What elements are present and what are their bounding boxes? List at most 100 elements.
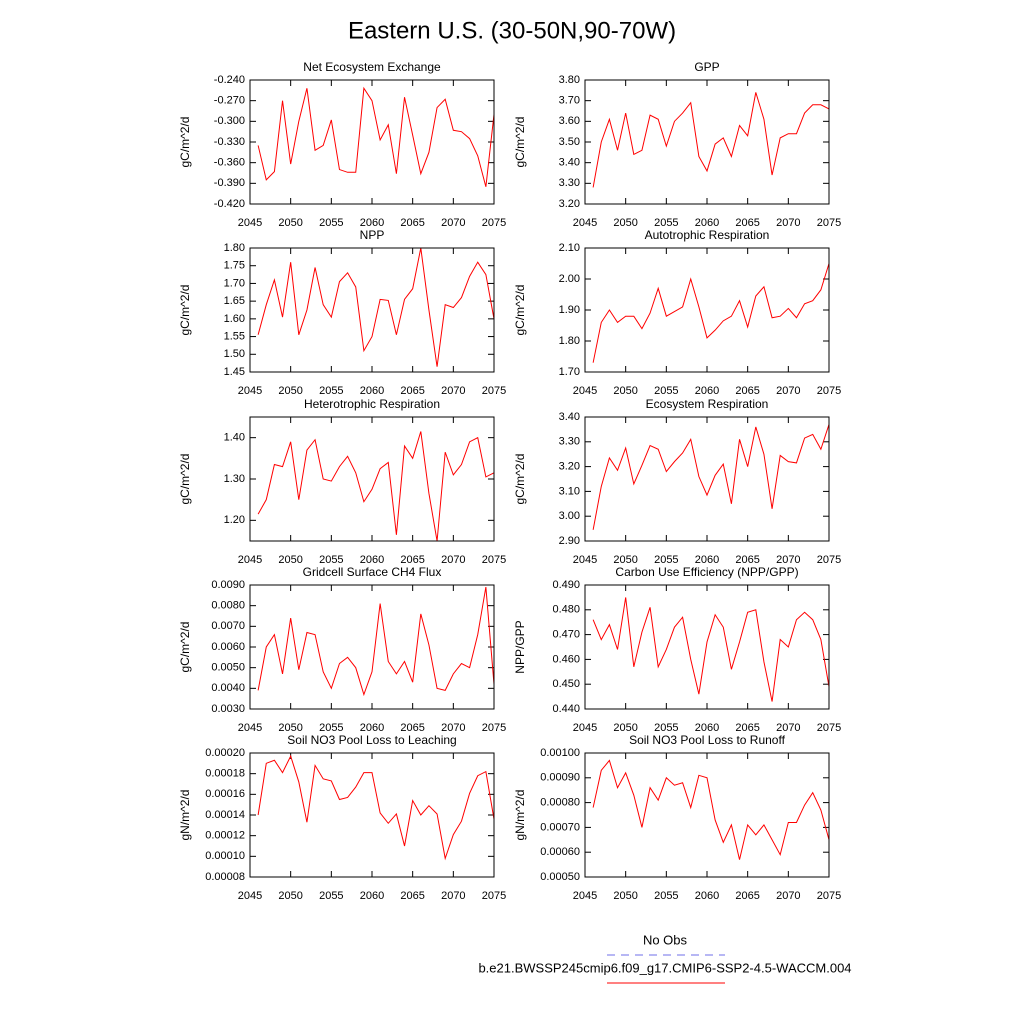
y-tick-label: -0.390: [214, 177, 245, 189]
y-tick-label: 0.00016: [205, 788, 245, 800]
y-tick-label: 0.00018: [205, 768, 245, 780]
x-tick-label: 2065: [400, 385, 424, 397]
x-tick-label: 2060: [360, 217, 384, 229]
plot-frame: [249, 79, 495, 205]
x-tick-label: 2065: [400, 554, 424, 566]
y-tick-label: 1.45: [224, 366, 245, 378]
y-tick-label: 0.490: [552, 579, 580, 591]
legend-label: b.e21.BWSSP245cmip6.f09_g17.CMIP6-SSP2-4…: [478, 960, 851, 975]
y-tick-label: 2.90: [559, 535, 580, 547]
plot-frame: [249, 247, 495, 373]
x-tick-label: 2065: [735, 890, 759, 902]
y-tick-label: 0.0030: [211, 703, 245, 715]
x-tick-label: 2065: [735, 385, 759, 397]
x-tick-label: 2050: [278, 890, 302, 902]
x-tick-label: 2075: [482, 890, 506, 902]
y-tick-label: 1.20: [224, 514, 245, 526]
x-tick-label: 2070: [776, 385, 800, 397]
x-tick-label: 2055: [654, 890, 678, 902]
plot-frame: [249, 752, 495, 878]
y-tick-label: 0.450: [552, 678, 580, 690]
y-tick-label: 1.60: [224, 313, 245, 325]
plot-frame: [584, 416, 830, 542]
x-tick-label: 2065: [735, 217, 759, 229]
y-tick-label: -0.420: [214, 198, 245, 210]
y-tick-label: 0.00060: [540, 846, 580, 858]
x-tick-label: 2050: [613, 385, 637, 397]
x-tick-label: 2075: [817, 890, 841, 902]
data-line: [257, 431, 495, 542]
x-tick-label: 2055: [654, 385, 678, 397]
data-line: [592, 92, 830, 188]
x-tick-label: 2060: [360, 385, 384, 397]
x-tick-label: 2075: [482, 385, 506, 397]
y-tick-label: 3.60: [559, 115, 580, 127]
x-tick-label: 2060: [695, 385, 719, 397]
y-axis-label: gC/m^2/d: [178, 285, 192, 336]
y-tick-label: 2.10: [559, 242, 580, 254]
y-axis-label: gC/m^2/d: [178, 454, 192, 505]
x-tick-label: 2050: [278, 722, 302, 734]
x-tick-label: 2060: [695, 217, 719, 229]
y-tick-label: 1.30: [224, 473, 245, 485]
y-axis-label: gC/m^2/d: [513, 285, 527, 336]
x-tick-label: 2060: [695, 554, 719, 566]
plot-frame: [584, 247, 830, 373]
y-axis-label: gN/m^2/d: [513, 790, 527, 841]
y-tick-label: 3.50: [559, 136, 580, 148]
y-tick-label: 3.00: [559, 510, 580, 522]
x-tick-label: 2045: [573, 385, 597, 397]
x-tick-label: 2070: [441, 217, 465, 229]
data-line: [592, 424, 830, 530]
y-tick-label: 0.00080: [540, 797, 580, 809]
x-tick-label: 2055: [319, 385, 343, 397]
plot-frame: [249, 584, 495, 710]
x-tick-label: 2045: [238, 890, 262, 902]
x-tick-label: 2045: [573, 217, 597, 229]
y-tick-label: 0.480: [552, 604, 580, 616]
y-tick-label: 0.00010: [205, 850, 245, 862]
y-tick-label: 1.40: [224, 432, 245, 444]
data-line: [592, 759, 830, 860]
x-tick-label: 2065: [400, 217, 424, 229]
plot-frame: [249, 416, 495, 542]
y-tick-label: 0.0060: [211, 641, 245, 653]
y-tick-label: 0.0050: [211, 662, 245, 674]
y-tick-label: -0.300: [214, 115, 245, 127]
x-tick-label: 2050: [278, 385, 302, 397]
y-tick-label: -0.330: [214, 136, 245, 148]
x-tick-label: 2050: [613, 722, 637, 734]
y-axis-label: gC/m^2/d: [178, 117, 192, 168]
data-line: [592, 263, 830, 363]
panel-title: Heterotrophic Respiration: [304, 397, 440, 411]
x-tick-label: 2055: [319, 217, 343, 229]
panel-title: Soil NO3 Pool Loss to Leaching: [287, 733, 456, 747]
y-tick-label: 0.00008: [205, 871, 245, 883]
y-tick-label: 1.75: [224, 260, 245, 272]
x-tick-label: 2045: [238, 554, 262, 566]
x-tick-label: 2060: [360, 890, 384, 902]
y-tick-label: 3.40: [559, 411, 580, 423]
y-tick-label: 3.80: [559, 74, 580, 86]
x-tick-label: 2060: [360, 554, 384, 566]
x-tick-label: 2070: [441, 722, 465, 734]
x-tick-label: 2050: [613, 554, 637, 566]
panel-title: GPP: [694, 60, 719, 74]
x-tick-label: 2075: [817, 554, 841, 566]
y-tick-label: 3.20: [559, 461, 580, 473]
x-tick-label: 2060: [360, 722, 384, 734]
y-tick-label: 0.00012: [205, 830, 245, 842]
x-tick-label: 2065: [400, 722, 424, 734]
y-tick-label: 0.00014: [205, 809, 245, 821]
data-line: [592, 597, 830, 702]
y-tick-label: 0.470: [552, 629, 580, 641]
data-line: [257, 247, 495, 367]
data-line: [257, 754, 495, 861]
x-tick-label: 2050: [278, 217, 302, 229]
x-tick-label: 2065: [735, 554, 759, 566]
x-tick-label: 2055: [319, 722, 343, 734]
y-tick-label: 1.80: [224, 242, 245, 254]
legend-label: No Obs: [643, 932, 688, 947]
y-axis-label: gC/m^2/d: [513, 454, 527, 505]
